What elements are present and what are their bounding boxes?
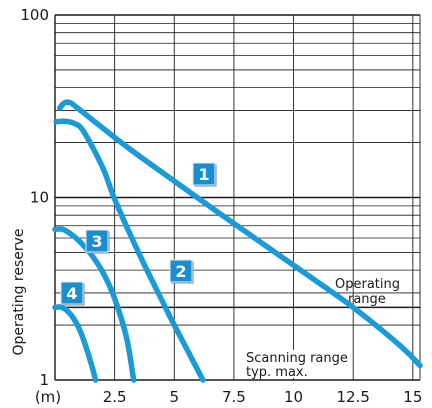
- badge-3: [85, 229, 109, 253]
- curves: [52, 99, 423, 383]
- x-tick-label: 15: [403, 388, 422, 406]
- badge-4: [60, 281, 84, 305]
- badge-label-4: 4: [66, 284, 77, 303]
- scanning-range-note-line1: Scanning range: [246, 351, 348, 366]
- operating-range-label-line1: Operating: [335, 277, 400, 292]
- y-axis-title: Operating reserve: [11, 228, 27, 355]
- x-axis-unit-label: (m): [35, 388, 61, 406]
- curve-2: [53, 118, 206, 383]
- x-tick-label: 10: [284, 388, 303, 406]
- badge-1: [192, 162, 216, 186]
- curve-4: [52, 304, 99, 383]
- badge-2: [169, 259, 193, 283]
- badge-label-3: 3: [91, 232, 102, 251]
- axis-tick-labels: 2.5 5 7.5 10 12.5 15 1 10 100: [20, 6, 422, 406]
- curve-3: [52, 226, 137, 383]
- x-tick-label: 12.5: [336, 388, 369, 406]
- badge-label-1: 1: [198, 165, 209, 184]
- y-tick-label: 100: [20, 6, 49, 24]
- curve-1: [57, 99, 423, 369]
- operating-range-label-line2: range: [348, 292, 386, 307]
- scanning-range-note-line2: typ. max.: [246, 365, 308, 380]
- y-tick-label: 10: [30, 189, 49, 207]
- y-tick-label: 1: [39, 371, 49, 389]
- x-tick-label: 5: [170, 388, 180, 406]
- badge-label-2: 2: [175, 262, 186, 281]
- scanning-range-note-bg: [244, 350, 326, 378]
- curve-badges: 1 2 3 4: [60, 162, 217, 306]
- grid-lines: [54, 14, 421, 381]
- x-tick-label: 7.5: [222, 388, 246, 406]
- x-tick-label: 2.5: [103, 388, 127, 406]
